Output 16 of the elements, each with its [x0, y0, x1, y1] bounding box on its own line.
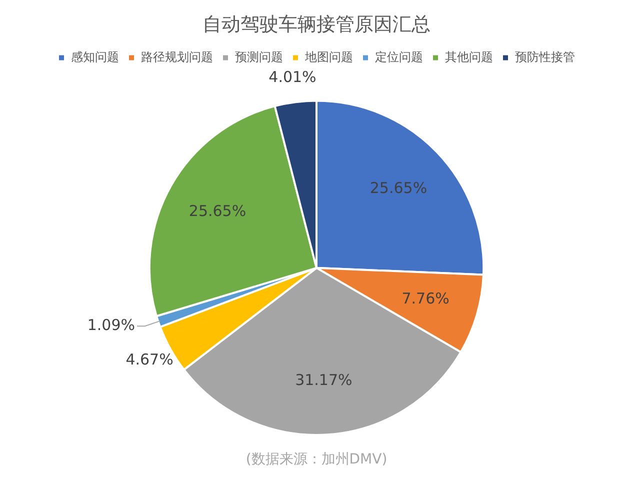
legend-label: 定位问题 [375, 50, 423, 64]
legend-label: 其他问题 [445, 50, 493, 64]
legend-label: 预防性接管 [515, 50, 575, 64]
data-label: 31.17% [295, 371, 352, 390]
data-label: 25.65% [370, 179, 428, 198]
data-label: 1.09% [87, 316, 135, 334]
legend-label: 感知问题 [71, 50, 119, 64]
text: (数据来源：加州DMV) [246, 452, 388, 468]
data-label: 4.01% [268, 68, 316, 86]
legend-label: 地图问题 [304, 50, 353, 64]
chart-title: 自动驾驶车辆接管原因汇总 [202, 13, 430, 36]
legend-label: 预测问题 [235, 50, 283, 64]
data-label: 4.67% [126, 350, 174, 369]
data-label: 7.76% [402, 290, 450, 308]
legend-label: 路径规划问题 [141, 50, 213, 64]
data-label: 25.65% [188, 202, 246, 220]
